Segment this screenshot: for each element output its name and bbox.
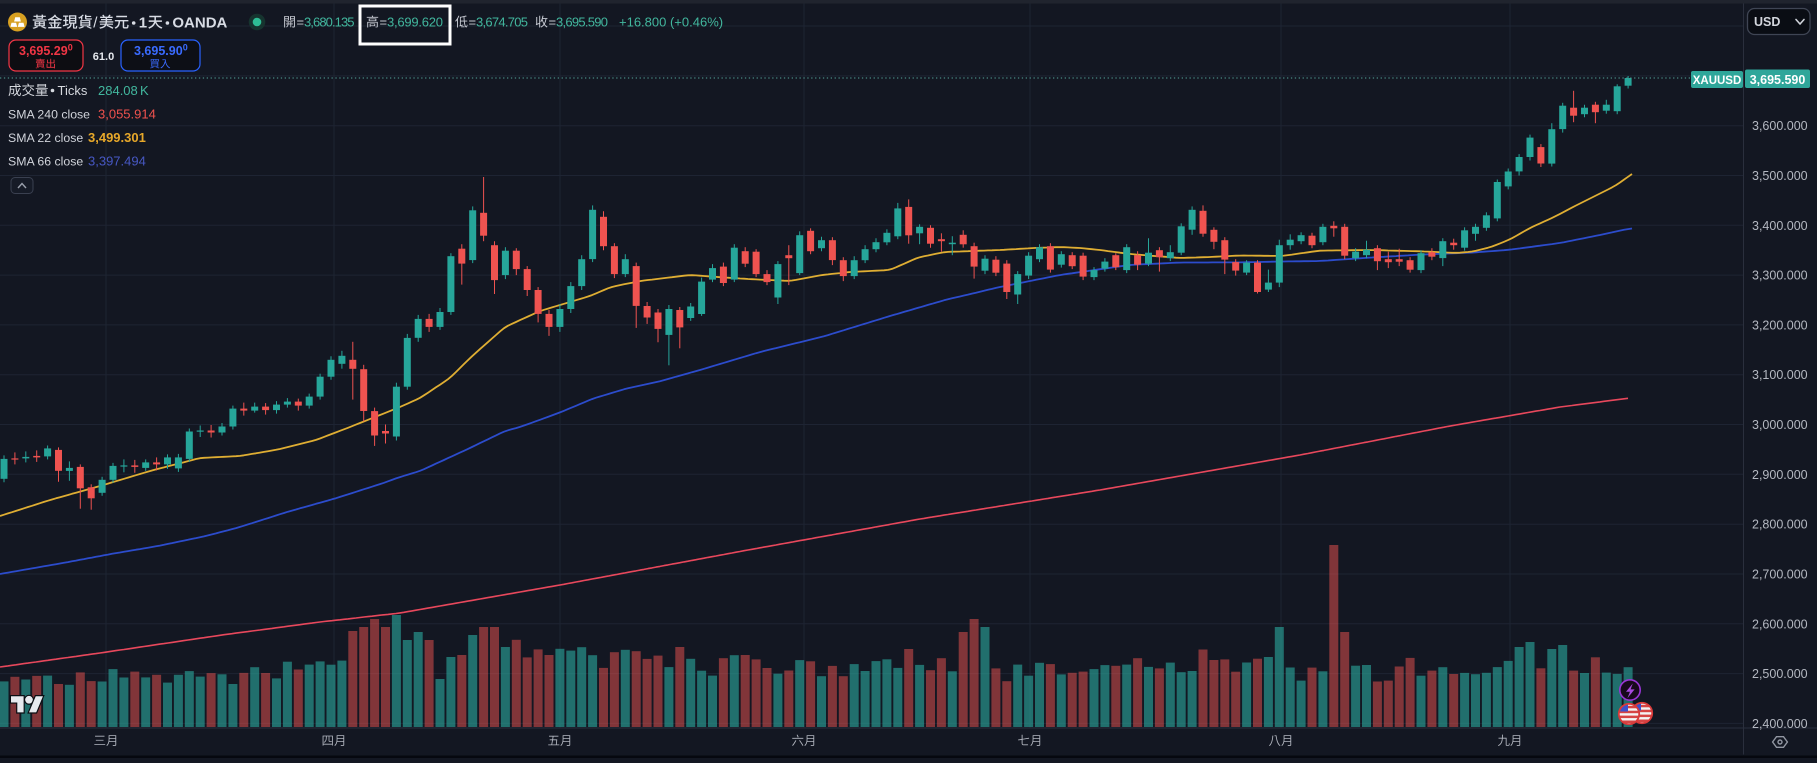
svg-text:3,695.29: 3,695.29 bbox=[19, 44, 68, 58]
svg-text:3,600.000: 3,600.000 bbox=[1752, 119, 1808, 133]
svg-text:3,699.620: 3,699.620 bbox=[387, 15, 443, 30]
svg-text:2,500.000: 2,500.000 bbox=[1752, 667, 1808, 681]
svg-text:3,695.590: 3,695.590 bbox=[556, 15, 608, 30]
svg-text:/: / bbox=[93, 15, 98, 32]
svg-text:0: 0 bbox=[68, 43, 73, 53]
svg-text:3,499.301: 3,499.301 bbox=[88, 130, 146, 145]
svg-text:2,400.000: 2,400.000 bbox=[1752, 717, 1808, 731]
svg-text:3,055.914: 3,055.914 bbox=[98, 107, 156, 122]
svg-text:3,400.000: 3,400.000 bbox=[1752, 219, 1808, 233]
svg-text:3,695.90: 3,695.90 bbox=[134, 44, 183, 58]
svg-text:SMA 66 close: SMA 66 close bbox=[8, 155, 83, 169]
svg-text:61.0: 61.0 bbox=[93, 51, 114, 63]
svg-text:SMA 22 close: SMA 22 close bbox=[8, 131, 83, 145]
svg-text:=: = bbox=[380, 15, 388, 30]
svg-text:3,500.000: 3,500.000 bbox=[1752, 169, 1808, 183]
svg-text:2,800.000: 2,800.000 bbox=[1752, 518, 1808, 532]
svg-text:3,300.000: 3,300.000 bbox=[1752, 269, 1808, 283]
svg-text:Ticks: Ticks bbox=[58, 83, 88, 98]
svg-text:3,100.000: 3,100.000 bbox=[1752, 368, 1808, 382]
svg-text:USD: USD bbox=[1754, 15, 1780, 29]
svg-text:0: 0 bbox=[183, 43, 188, 53]
svg-text:3,680.135: 3,680.135 bbox=[304, 15, 355, 30]
svg-text:2,600.000: 2,600.000 bbox=[1752, 617, 1808, 631]
svg-text:2,900.000: 2,900.000 bbox=[1752, 468, 1808, 482]
svg-text:K: K bbox=[140, 83, 149, 98]
svg-text:+16.800 (+0.46%): +16.800 (+0.46%) bbox=[619, 15, 723, 30]
svg-text:=: = bbox=[297, 15, 305, 30]
svg-text:284.08: 284.08 bbox=[98, 83, 138, 98]
svg-text:3,200.000: 3,200.000 bbox=[1752, 318, 1808, 332]
svg-text:1: 1 bbox=[139, 15, 147, 32]
svg-text:XAUUSD: XAUUSD bbox=[1693, 75, 1742, 87]
svg-text:3,674.705: 3,674.705 bbox=[476, 15, 528, 30]
svg-text:3,695.590: 3,695.590 bbox=[1750, 73, 1806, 87]
svg-text:OANDA: OANDA bbox=[172, 15, 227, 32]
svg-text:=: = bbox=[469, 15, 477, 30]
svg-text:3,397.494: 3,397.494 bbox=[88, 154, 146, 169]
svg-text:2,700.000: 2,700.000 bbox=[1752, 568, 1808, 582]
svg-text:3,000.000: 3,000.000 bbox=[1752, 418, 1808, 432]
svg-text:=: = bbox=[549, 15, 557, 30]
svg-text:SMA 240 close: SMA 240 close bbox=[8, 108, 90, 122]
